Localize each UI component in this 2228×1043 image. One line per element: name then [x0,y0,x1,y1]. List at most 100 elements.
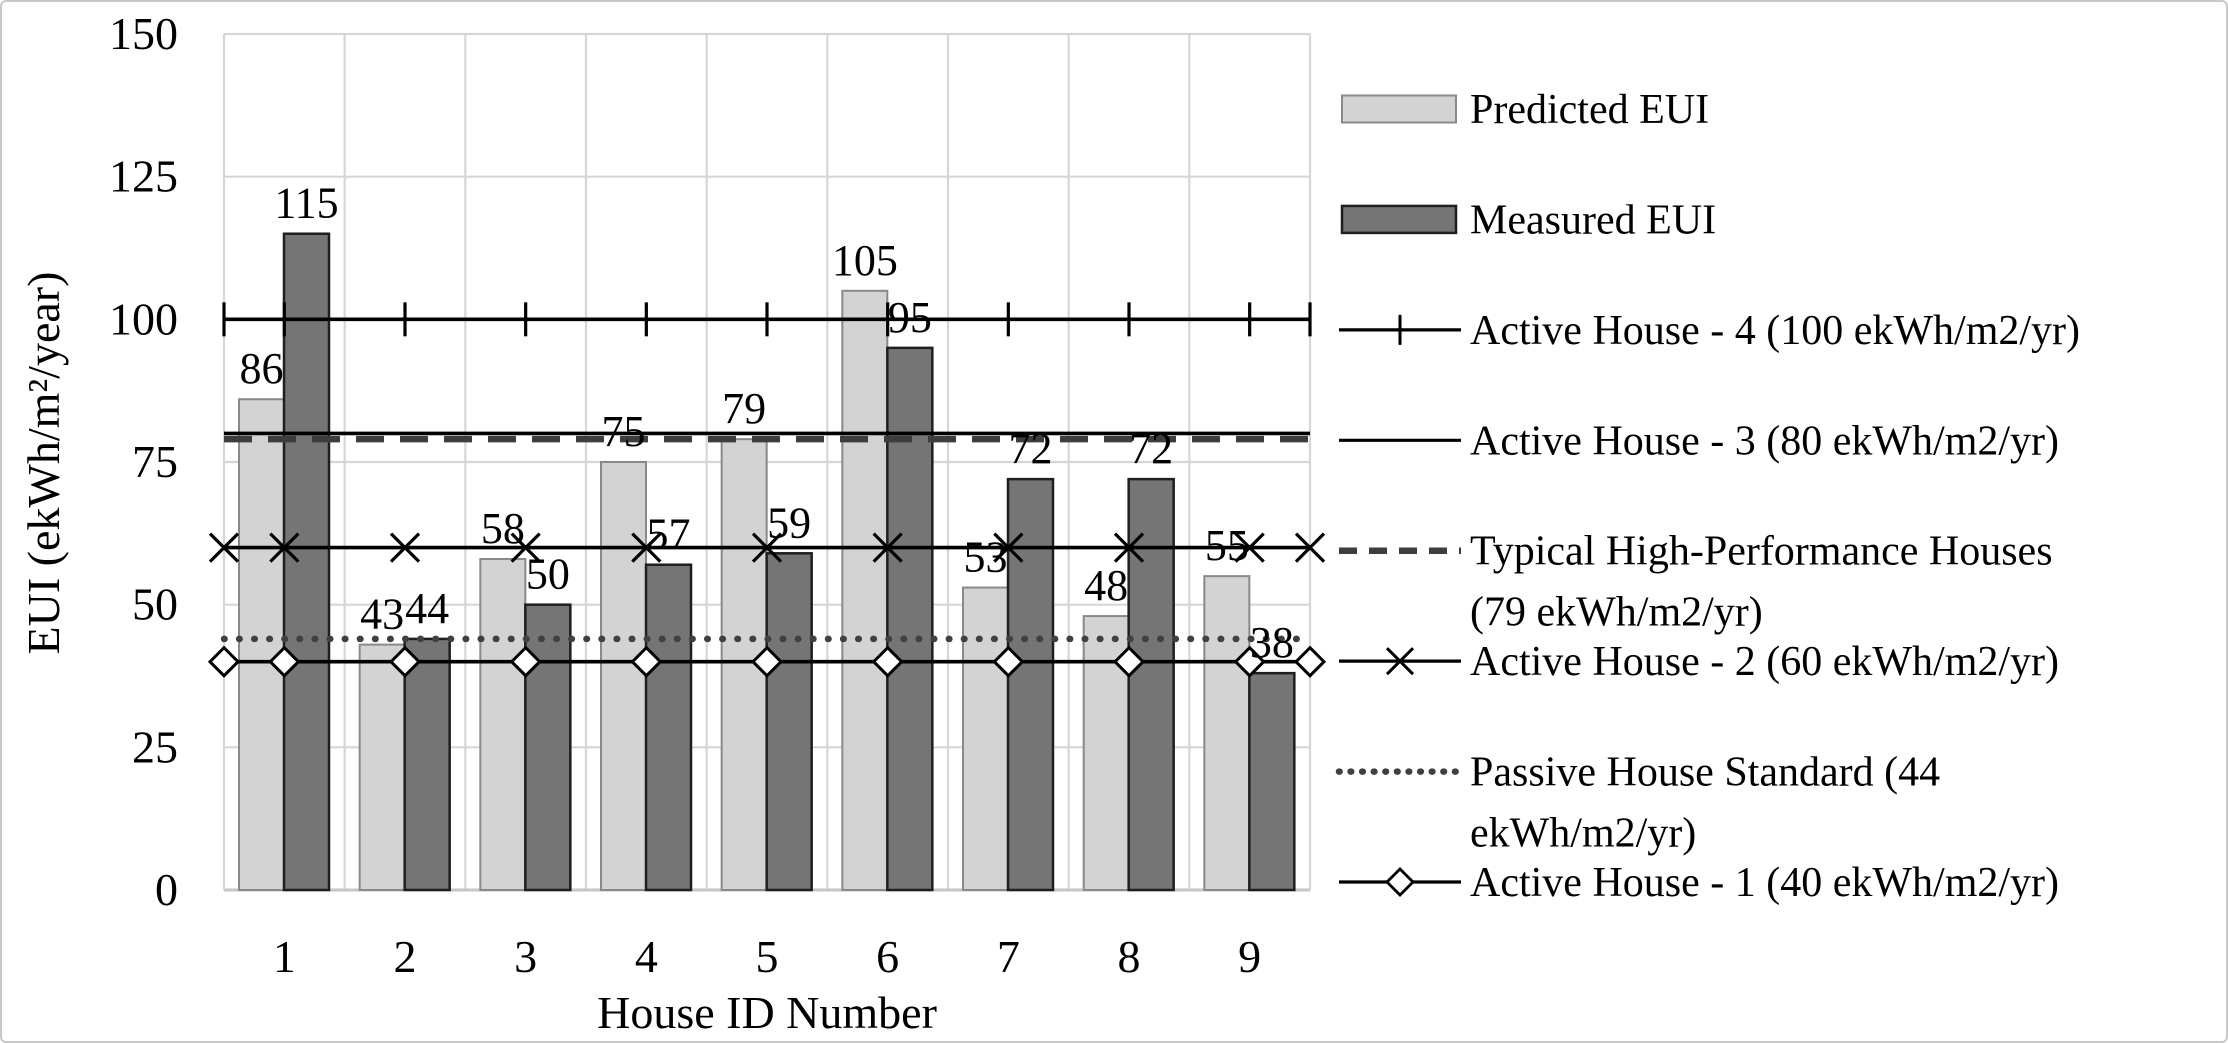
diamond-marker [509,645,542,678]
y-tick-label-0: 0 [155,864,178,915]
legend-label-measured-eui: Measured EUI [1470,197,1716,243]
diamond-marker [630,645,663,678]
legend-item-predicted-eui: Predicted EUI [1341,87,1709,133]
diamond-marker [268,645,301,678]
data-label-predicted-eui-house-6: 105 [832,236,898,285]
y-tick-label-50: 50 [132,579,178,630]
bar-measured-eui-house-5 [765,552,813,892]
legend-label-active-house-2: Active House - 2 (60 ekWh/m2/yr) [1470,639,2059,685]
legend-label-active-house-1: Active House - 1 (40 ekWh/m2/yr) [1470,860,2059,906]
y-tick-label-150: 150 [109,8,178,59]
legend-label-predicted-eui: Predicted EUI [1470,87,1709,133]
legend-item-active-house-4: Active House - 4 (100 ekWh/m2/yr) [1339,308,2080,354]
data-label-measured-eui-house-6: 95 [888,293,932,342]
legend-label-typical-high-performance-houses-line2: (79 ekWh/m2/yr) [1470,590,1763,636]
legend-label-passive-house-standard-line2: ekWh/m2/yr) [1470,811,1696,857]
data-label-measured-eui-house-2: 44 [405,584,449,633]
y-tick-label-100: 100 [109,293,178,344]
x-tick-label-1: 1 [273,931,296,982]
x-marker [751,532,783,563]
y-tick-label-25: 25 [132,721,178,772]
legend-label-active-house-4: Active House - 4 (100 ekWh/m2/yr) [1470,308,2080,354]
bar-measured-eui-house-2 [403,637,451,892]
bar-predicted-eui-house-3 [479,558,527,891]
data-label-measured-eui-house-3: 50 [526,550,570,599]
legend-item-active-house-2: Active House - 2 (60 ekWh/m2/yr) [1339,639,2059,685]
refline-active-house-4 [222,302,1312,337]
legend-swatch-predicted-eui [1341,94,1457,124]
bar-measured-eui-house-4 [644,563,693,892]
x-marker [1113,532,1145,563]
x-marker [1234,532,1265,563]
x-tick-label-4: 4 [635,931,658,982]
data-label-predicted-eui-house-5: 79 [722,384,766,433]
diamond-marker [1112,645,1146,678]
legend-item-measured-eui: Measured EUI [1340,197,1716,243]
refline-active-house-1 [207,645,1327,678]
diamond-marker [207,645,241,678]
data-label-measured-eui-house-4: 57 [647,510,691,559]
data-label-measured-eui-house-9: 38 [1250,618,1294,667]
x-marker [510,532,541,563]
legend-label-typical-high-performance-houses: Typical High-Performance Houses [1470,529,2053,575]
x-marker [631,532,662,563]
bar-predicted-eui-house-2 [358,643,406,892]
diamond-marker [1293,645,1327,678]
legend-item-typical-high-performance-houses: Typical High-Performance Houses (79 ekWh/… [1339,529,2053,636]
bar-predicted-eui-house-6 [841,289,889,891]
data-label-predicted-eui-house-2: 43 [360,590,404,639]
refline-active-house-2 [208,532,1326,563]
diamond-marker [750,645,784,678]
x-tick-label-2: 2 [394,931,417,982]
x-marker [389,532,421,563]
diamond-marker [1233,645,1266,678]
x-tick-label-5: 5 [756,931,779,982]
x-tick-label-7: 7 [997,931,1020,982]
x-marker [872,532,903,563]
legend-item-active-house-1: Active House - 1 (40 ekWh/m2/yr) [1339,860,2059,906]
legend-swatch-measured-eui [1340,204,1458,235]
legend-x-marker [1385,647,1415,676]
x-marker [208,532,240,563]
bar-measured-eui-house-1 [282,232,331,892]
x-tick-label-6: 6 [876,931,899,982]
bar-measured-eui-house-9 [1248,671,1296,892]
reference-lines [207,302,1327,678]
legend: Predicted EUI Measured EUI Active House - … [1335,87,2080,906]
data-labels: 86 43 58 75 79 105 53 48 55 115 44 50 57 59 95 72 72 38 [240,179,1294,667]
legend-item-passive-house-standard: Passive House Standard (44 ekWh/m2/yr) [1335,750,1940,857]
x-marker [1294,532,1326,563]
data-label-measured-eui-house-5: 59 [767,498,811,547]
legend-label-passive-house-standard: Passive House Standard (44 [1470,750,1940,796]
legend-label-active-house-3: Active House - 3 (80 ekWh/m2/yr) [1470,418,2059,464]
data-label-predicted-eui-house-9: 55 [1205,521,1249,570]
legend-item-active-house-3: Active House - 3 (80 ekWh/m2/yr) [1339,418,2059,464]
bar-measured-eui-house-6 [886,346,934,892]
bar-predicted-eui-house-4 [600,461,647,891]
x-axis-title: House ID Number [597,987,937,1038]
x-tick-label-8: 8 [1118,931,1141,982]
diamond-marker [871,645,904,678]
x-marker [269,532,300,563]
y-tick-label-75: 75 [132,436,178,487]
axis-titles: House ID Number EUI (ekWh/m²/year) [18,272,937,1038]
y-tick-label-125: 125 [109,151,178,202]
y-axis-tick-labels: 0 25 50 75 100 125 150 [109,8,178,915]
bar-predicted-eui-house-7 [962,586,1009,892]
x-axis-tick-labels: 1 2 3 4 5 6 7 8 9 [273,931,1261,982]
data-label-measured-eui-house-7: 72 [1009,424,1053,473]
bar-predicted-eui-house-9 [1203,575,1251,892]
x-tick-label-9: 9 [1238,931,1261,982]
diamond-marker [992,645,1025,678]
data-label-predicted-eui-house-8: 48 [1084,561,1128,610]
data-label-measured-eui-house-8: 72 [1129,424,1173,473]
data-label-predicted-eui-house-3: 58 [481,504,525,553]
diamond-marker [388,645,422,678]
y-axis-title: EUI (ekWh/m²/year) [18,272,69,655]
x-tick-label-3: 3 [514,931,537,982]
data-label-measured-eui-house-1: 115 [274,179,338,228]
legend-diamond-marker [1385,867,1415,897]
data-label-predicted-eui-house-4: 75 [602,407,646,456]
